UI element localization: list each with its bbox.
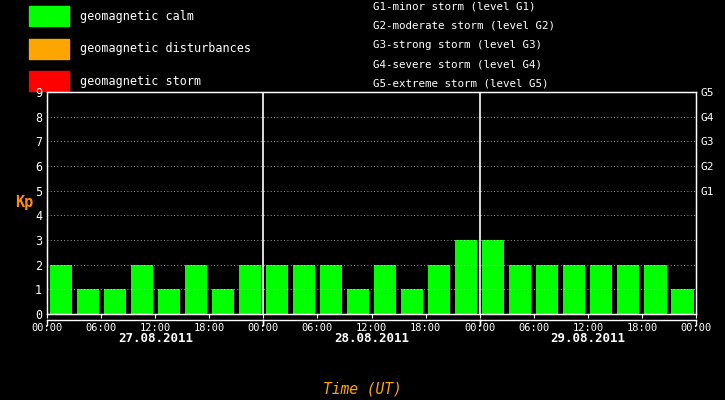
Bar [29, 71, 69, 91]
Text: Time (UT): Time (UT) [323, 381, 402, 396]
Bar [29, 6, 69, 26]
Text: geomagnetic storm: geomagnetic storm [80, 74, 201, 88]
Bar [617, 265, 639, 314]
Bar [104, 289, 126, 314]
Text: geomagnetic calm: geomagnetic calm [80, 10, 194, 23]
Bar [482, 240, 505, 314]
Bar [266, 265, 288, 314]
Bar [536, 265, 558, 314]
Bar [428, 265, 450, 314]
Bar [347, 289, 369, 314]
Bar [563, 265, 585, 314]
Text: G4-severe storm (level G4): G4-severe storm (level G4) [373, 59, 542, 69]
Bar [374, 265, 396, 314]
Bar [645, 265, 666, 314]
Text: 27.08.2011: 27.08.2011 [117, 332, 193, 345]
Bar [239, 265, 261, 314]
Bar [590, 265, 613, 314]
Y-axis label: Kp: Kp [15, 196, 33, 210]
Bar [320, 265, 342, 314]
Bar [455, 240, 477, 314]
Bar [509, 265, 531, 314]
Bar [401, 289, 423, 314]
Bar [671, 289, 694, 314]
Bar [77, 289, 99, 314]
Text: geomagnetic disturbances: geomagnetic disturbances [80, 42, 251, 55]
Text: G5-extreme storm (level G5): G5-extreme storm (level G5) [373, 79, 549, 89]
Text: 28.08.2011: 28.08.2011 [334, 332, 409, 345]
Text: 29.08.2011: 29.08.2011 [550, 332, 626, 345]
Bar [293, 265, 315, 314]
Text: G1-minor storm (level G1): G1-minor storm (level G1) [373, 1, 536, 11]
Bar [130, 265, 153, 314]
Bar [185, 265, 207, 314]
Bar [212, 289, 234, 314]
Bar [49, 265, 72, 314]
Bar [29, 39, 69, 58]
Bar [158, 289, 180, 314]
Text: G2-moderate storm (level G2): G2-moderate storm (level G2) [373, 21, 555, 31]
Text: G3-strong storm (level G3): G3-strong storm (level G3) [373, 40, 542, 50]
